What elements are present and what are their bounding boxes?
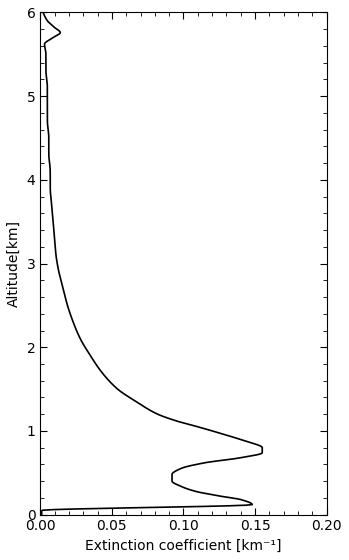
Y-axis label: Altitude[km]: Altitude[km] (7, 220, 21, 307)
X-axis label: Extinction coefficient [km⁻¹]: Extinction coefficient [km⁻¹] (85, 539, 282, 553)
